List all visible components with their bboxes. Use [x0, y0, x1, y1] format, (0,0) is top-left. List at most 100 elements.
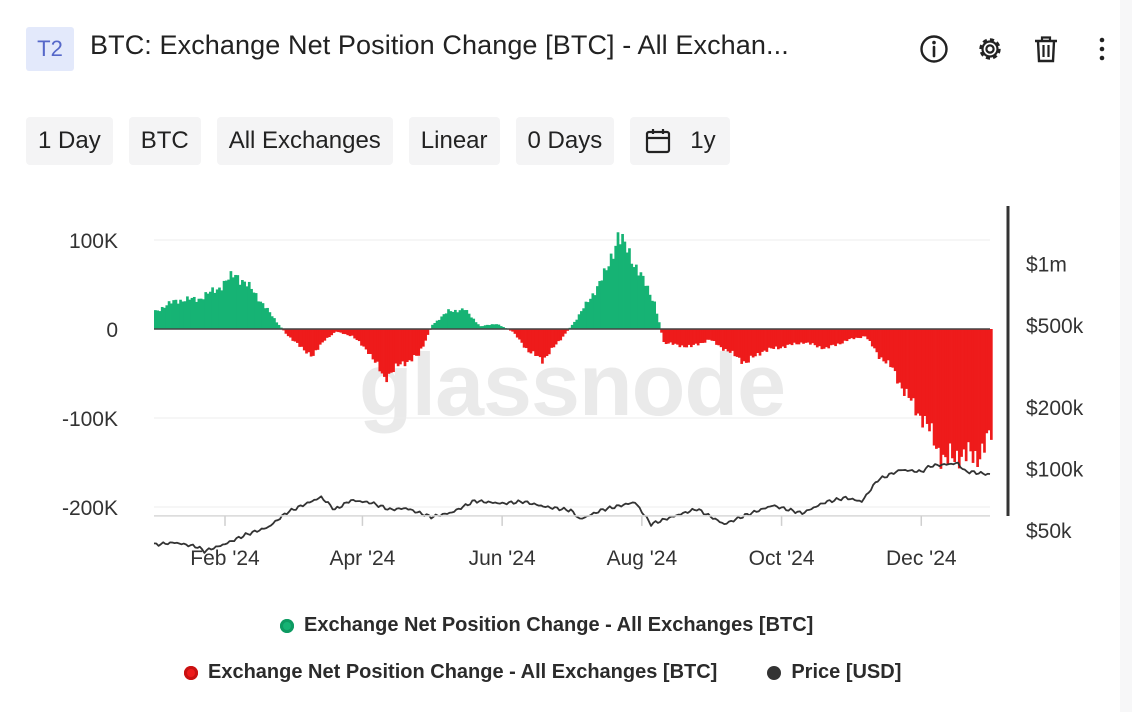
bar-negative	[373, 329, 377, 363]
bar-positive	[176, 303, 180, 329]
header-actions	[918, 33, 1118, 65]
bar-positive	[454, 309, 457, 329]
bar-negative	[859, 329, 863, 339]
legend-item-positive[interactable]: Exchange Net Position Change - All Excha…	[280, 614, 813, 637]
bar-negative	[852, 329, 856, 340]
bar-negative	[298, 329, 301, 347]
bar-negative	[733, 329, 737, 357]
bar-positive	[607, 266, 611, 329]
bar-positive	[479, 326, 482, 329]
bar-negative	[987, 329, 991, 431]
bar-negative	[353, 329, 356, 339]
bar-positive	[589, 298, 592, 329]
bar-negative	[820, 329, 824, 350]
bar-negative	[712, 329, 716, 342]
bar-positive	[481, 326, 485, 329]
y-tick-label: 0	[106, 319, 118, 342]
bar-negative	[408, 329, 411, 361]
asset-button[interactable]: BTC	[128, 117, 201, 165]
exchange-button[interactable]: All Exchanges	[216, 117, 393, 165]
bar-positive	[199, 298, 203, 329]
bar-positive	[657, 322, 661, 329]
bar-positive	[470, 317, 473, 329]
bar-negative	[705, 329, 709, 340]
bar-negative	[827, 329, 831, 349]
bar-positive	[577, 314, 581, 329]
bar-positive	[154, 310, 157, 329]
bar-negative	[758, 329, 762, 356]
legend-item-negative[interactable]: Exchange Net Position Change - All Excha…	[184, 661, 717, 684]
bar-negative	[296, 329, 299, 343]
range-button[interactable]: 1y	[630, 117, 730, 165]
bar-positive	[614, 245, 618, 329]
bar-negative	[389, 329, 393, 373]
gear-icon[interactable]	[974, 33, 1006, 65]
bar-negative	[804, 329, 808, 343]
bar-positive	[225, 280, 228, 329]
bar-negative	[960, 329, 963, 457]
bar-negative	[291, 329, 295, 341]
legend-item-price[interactable]: Price [USD]	[767, 661, 901, 684]
bar-positive	[204, 292, 208, 329]
bar-positive	[186, 296, 189, 329]
bar-negative	[403, 329, 407, 367]
bar-positive	[229, 271, 233, 329]
bar-positive	[582, 308, 585, 329]
resolution-button[interactable]: 1 Day	[26, 117, 113, 165]
y-tick-label: 100K	[69, 230, 118, 253]
bar-positive	[236, 275, 240, 329]
bar-negative	[305, 329, 308, 354]
bar-positive	[628, 248, 631, 329]
bar-negative	[383, 329, 386, 377]
bar-negative	[323, 329, 327, 341]
bar-negative	[983, 329, 986, 453]
bar-positive	[433, 323, 437, 329]
bar-negative	[767, 329, 771, 348]
bar-negative	[850, 329, 853, 339]
bar-positive	[197, 298, 201, 329]
bar-positive	[575, 319, 579, 329]
scale-button[interactable]: Linear	[408, 117, 500, 165]
bar-negative	[747, 329, 750, 363]
range-label: 1y	[690, 127, 716, 154]
bar-negative	[836, 329, 840, 344]
more-icon[interactable]	[1086, 33, 1118, 65]
trash-icon[interactable]	[1030, 33, 1062, 65]
bar-positive	[456, 312, 460, 329]
bar-negative	[955, 329, 959, 451]
bar-negative	[870, 329, 874, 347]
bar-negative	[744, 329, 748, 363]
bar-positive	[213, 292, 217, 329]
bar-negative	[552, 329, 556, 348]
bar-positive	[580, 311, 583, 329]
bar-negative	[813, 329, 817, 346]
bar-negative	[341, 329, 345, 334]
bar-negative	[689, 329, 693, 348]
bar-negative	[875, 329, 879, 353]
bar-negative	[715, 329, 718, 345]
bar-negative	[985, 329, 989, 434]
bar-negative	[717, 329, 721, 346]
bar-positive	[621, 233, 624, 329]
bar-positive	[476, 324, 480, 329]
y-tick-label: -200K	[62, 497, 118, 520]
bar-positive	[474, 322, 478, 329]
bar-positive	[263, 308, 267, 329]
bar-negative	[678, 329, 682, 348]
bar-positive	[637, 275, 640, 329]
bar-negative	[740, 329, 744, 364]
offset-button[interactable]: 0 Days	[515, 117, 615, 165]
bar-negative	[763, 329, 766, 351]
bar-negative	[350, 329, 354, 336]
bar-negative	[788, 329, 792, 345]
bar-negative	[914, 329, 918, 416]
info-icon[interactable]	[918, 33, 950, 65]
bar-negative	[525, 329, 528, 349]
bar-negative	[806, 329, 810, 343]
bar-negative	[818, 329, 821, 347]
bar-positive	[632, 267, 636, 329]
legend-label-positive: Exchange Net Position Change - All Excha…	[304, 614, 814, 636]
bar-negative	[692, 329, 695, 345]
bar-negative	[902, 329, 906, 396]
bar-positive	[573, 321, 576, 329]
